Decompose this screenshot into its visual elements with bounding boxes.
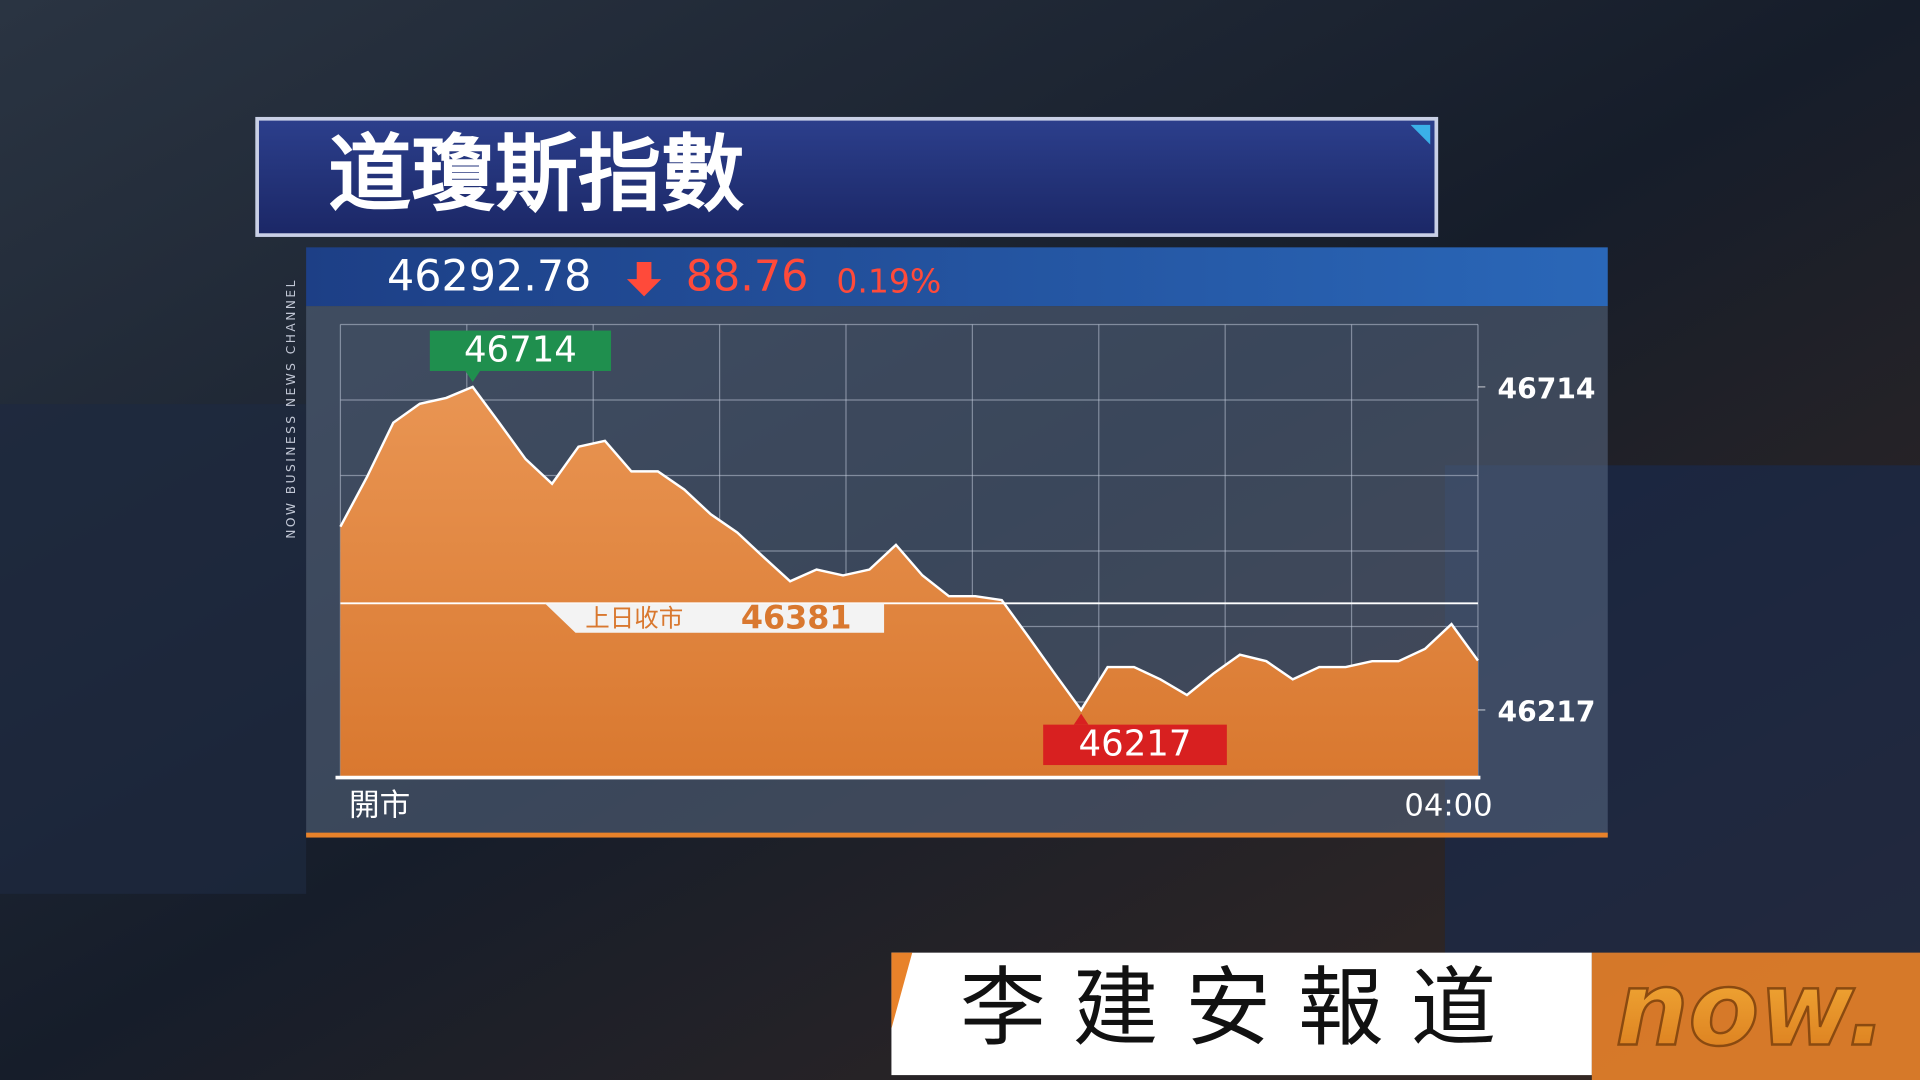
channel: NOW BUSINESS NEWS CHANNEL: [284, 278, 298, 539]
reporter-bar: [891, 952, 1592, 1076]
area: [340, 386, 1478, 778]
price: 46292.78: [387, 252, 591, 302]
reporter-accent: [891, 952, 913, 1029]
logo: now.: [1615, 951, 1886, 1070]
corner-mark: [1410, 124, 1431, 145]
y-tick-label: 46714: [1498, 373, 1596, 406]
prev-close-tag: [544, 603, 885, 633]
area-edge: [339, 385, 1479, 713]
title: 道瓊斯指數: [328, 126, 744, 223]
logo-bg: [1591, 952, 1920, 1080]
prev-close-label: 上日收市: [585, 603, 683, 632]
low-tag: [1043, 724, 1227, 766]
panel-strip: [306, 832, 1608, 838]
prev-close-value: 46381: [741, 598, 852, 636]
x-tick-label: 04:00: [1404, 788, 1492, 823]
screen-left: [0, 404, 307, 894]
reporter: 李建安報道: [960, 958, 1523, 1058]
title-bar: [255, 116, 1439, 237]
high-pointer: [465, 370, 481, 382]
change-pct: 0.19%: [836, 261, 941, 300]
x-tick-label: 開市: [349, 788, 410, 823]
plot: 上日收市 46381 46714 46217 46714 46217 開市 04:00: [335, 329, 1596, 823]
low-label: 46217: [1079, 723, 1192, 764]
down-arrow: [626, 262, 662, 297]
price-bar: [306, 247, 1608, 307]
y-tick-label: 46217: [1498, 696, 1596, 729]
high-label: 46714: [464, 329, 577, 370]
low-pointer: [1073, 713, 1089, 725]
change: 88.76: [686, 252, 809, 302]
high-tag: [429, 330, 612, 371]
